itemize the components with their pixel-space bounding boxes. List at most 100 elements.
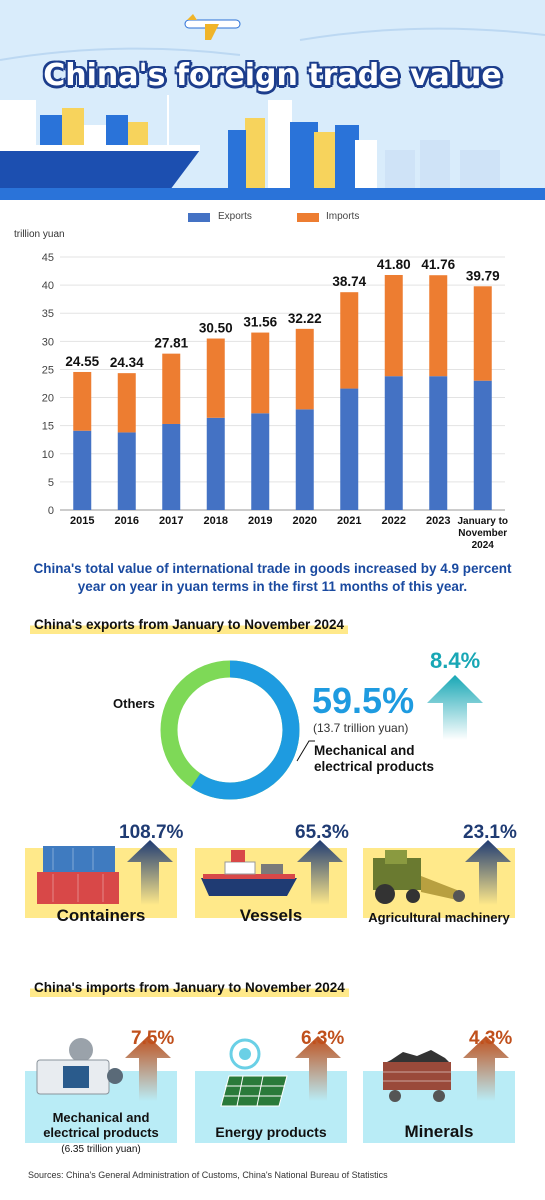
x-tick-label: 2024 xyxy=(472,540,495,551)
up-arrow-navy-icon xyxy=(127,840,173,905)
header-illustration xyxy=(0,0,545,200)
x-tick-label: 2021 xyxy=(337,515,361,527)
export-growth-vessels: 65.3% xyxy=(295,822,349,843)
bar-imports xyxy=(73,371,92,431)
exports-section-title: China's exports from January to November… xyxy=(30,615,349,634)
x-tick-label: 2023 xyxy=(426,515,450,527)
x-tick-label: 2018 xyxy=(204,515,228,527)
header-banner: China's foreign trade value xyxy=(0,0,545,200)
y-tick-label: 35 xyxy=(42,308,54,320)
up-arrow-navy-icon xyxy=(297,840,343,905)
trade-statement: China's total value of international tra… xyxy=(33,561,512,594)
y-tick-label: 45 xyxy=(42,252,54,264)
x-tick-label: 2020 xyxy=(293,515,317,527)
export-label-vessels: Vessels xyxy=(239,906,303,925)
exports-main-value: (13.7 trillion yuan) xyxy=(313,721,409,735)
bar-total-label: 41.76 xyxy=(421,257,455,272)
bar-total-label: 30.50 xyxy=(199,321,233,336)
bar-imports xyxy=(340,292,359,389)
export-growth-agricultural-machinery: 23.1% xyxy=(463,822,517,843)
import-mechanical-value: (6.35 trillion yuan) xyxy=(61,1144,141,1155)
trade-value-chart: trillion yuan 0 5 10 15 20 25 30 35 40 45 24.55 2015… xyxy=(14,229,508,551)
bar-total-label: 24.34 xyxy=(110,355,144,370)
y-tick-label: 10 xyxy=(42,449,54,461)
y-tick-label: 20 xyxy=(42,393,54,405)
y-tick-label: 0 xyxy=(48,505,54,517)
up-arrow-teal-icon xyxy=(427,675,483,740)
legend-label-exports: Exports xyxy=(218,211,252,222)
bar-total-label: 31.56 xyxy=(243,315,277,330)
airplane-icon xyxy=(184,14,241,40)
solar-panel-icon xyxy=(220,1038,288,1107)
import-growth-mechanical: 7.5% xyxy=(131,1028,175,1049)
donut-others-label: Others xyxy=(113,696,155,711)
banner-divider xyxy=(0,188,545,200)
legend-swatch-exports xyxy=(188,213,210,222)
page-title: China's foreign trade value xyxy=(43,58,502,93)
bar-total-label: 32.22 xyxy=(288,311,322,326)
export-card-agricultural-machinery: 23.1% Agricultural machinery xyxy=(363,822,517,925)
x-tick-label: 2016 xyxy=(115,515,139,527)
bar-imports xyxy=(251,332,270,414)
bar-exports xyxy=(206,417,225,510)
exports-main-label-1: Mechanical and xyxy=(314,743,415,758)
y-tick-label: 15 xyxy=(42,421,54,433)
exports-main-percent: 59.5% xyxy=(312,680,415,721)
x-tick-label: November xyxy=(458,528,507,539)
exports-donut-chart xyxy=(160,660,300,800)
x-tick-label: 2019 xyxy=(248,515,272,527)
import-card-mechanical: 7.5% Mechanical and electrical products … xyxy=(25,1028,177,1155)
up-arrow-rust-icon xyxy=(125,1036,171,1101)
exports-growth-percent: 8.4% xyxy=(430,648,481,673)
cargo-ship-icon xyxy=(0,95,200,190)
bar-exports xyxy=(384,376,403,510)
x-tick-label: 2022 xyxy=(382,515,406,527)
bar-imports xyxy=(429,275,448,377)
bar-exports xyxy=(429,376,448,510)
imports-section-title: China's imports from January to November… xyxy=(30,978,349,997)
bar-imports xyxy=(162,353,181,424)
bar-imports xyxy=(295,328,314,410)
import-label-mechanical-1: Mechanical and xyxy=(52,1110,150,1125)
y-tick-label: 30 xyxy=(42,336,54,348)
import-growth-energy: 6.3% xyxy=(301,1028,345,1049)
y-tick-label: 5 xyxy=(48,477,54,489)
bar-exports xyxy=(251,413,270,510)
bar-imports xyxy=(117,373,136,433)
mine-cart-icon xyxy=(383,1050,451,1102)
exports-main-label-2: electrical products xyxy=(314,759,435,774)
up-arrow-rust-icon xyxy=(463,1036,509,1101)
up-arrow-rust-icon xyxy=(295,1036,341,1101)
city-skyline-icon xyxy=(228,100,500,190)
donut-mechanical-segment xyxy=(160,660,300,800)
up-arrow-navy-icon xyxy=(465,840,511,905)
x-tick-label: January to xyxy=(457,516,508,527)
import-growth-minerals: 4.3% xyxy=(469,1028,513,1049)
machinery-icon xyxy=(36,1038,123,1095)
y-axis-label: trillion yuan xyxy=(14,229,65,240)
source-note: Sources: China's General Administration … xyxy=(28,1170,388,1180)
legend-swatch-imports xyxy=(297,213,319,222)
donut-pointer-line xyxy=(296,740,315,762)
chart-legend: Exports Imports xyxy=(0,210,545,226)
import-label-energy: Energy products xyxy=(215,1124,327,1140)
y-tick-label: 40 xyxy=(42,280,54,292)
export-card-containers: 108.7% Containers xyxy=(25,822,183,925)
x-tick-label: 2015 xyxy=(70,515,94,527)
export-label-containers: Containers xyxy=(56,906,146,925)
harvester-icon xyxy=(373,850,465,904)
bar-exports xyxy=(162,423,181,510)
bar-exports xyxy=(117,432,136,510)
export-card-vessels: 65.3% Vessels xyxy=(195,822,349,925)
import-card-energy: 6.3% Energy products xyxy=(195,1028,347,1143)
import-card-minerals: 4.3% Minerals xyxy=(363,1028,515,1143)
vessel-icon xyxy=(201,850,297,896)
legend-label-imports: Imports xyxy=(326,211,360,222)
import-label-minerals: Minerals xyxy=(404,1122,474,1141)
bar-imports xyxy=(473,286,492,381)
bar-exports xyxy=(295,409,314,510)
bar-total-label: 38.74 xyxy=(332,274,366,289)
bar-total-label: 24.55 xyxy=(65,354,99,369)
export-growth-containers: 108.7% xyxy=(119,822,184,843)
bar-total-label: 41.80 xyxy=(377,257,411,272)
